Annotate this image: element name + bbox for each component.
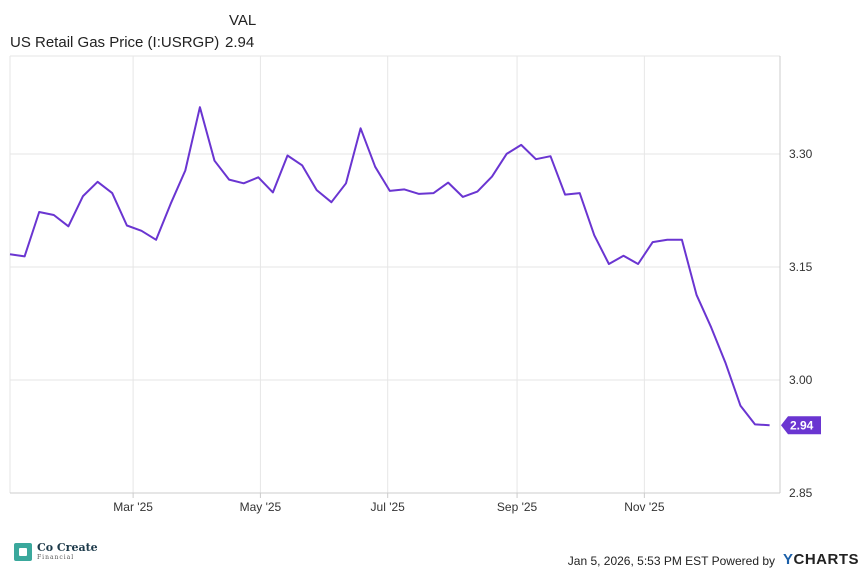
footer-timestamp: Jan 5, 2026, 5:53 PM EST Powered by — [567, 554, 775, 568]
x-tick-label: Mar '25 — [113, 500, 153, 514]
last-value-marker — [781, 416, 821, 435]
chart-labels: 2.85 3.00 3.15 3.30 Mar '25 May '25 Jul '25 Sep… — [113, 147, 821, 514]
series-current-value: 2.94 — [225, 34, 255, 51]
ycharts-brand[interactable]: YCHARTS — [783, 551, 859, 568]
series-name-label: US Retail Gas Price (I:USRGP) — [10, 34, 220, 51]
chart-grid — [10, 56, 780, 493]
cocreate-logo-icon — [14, 542, 32, 561]
y-tick-label: 3.15 — [789, 260, 813, 274]
ycharts-brand-text: CHARTS — [793, 551, 859, 568]
x-tick-label: Jul '25 — [371, 500, 406, 514]
chart-series — [9, 106, 770, 427]
x-tick-label: Nov '25 — [624, 500, 665, 514]
logo-name: Co Create — [37, 541, 98, 554]
y-tick-label: 2.85 — [789, 486, 813, 500]
legend-header: VAL — [229, 12, 257, 29]
x-tick-label: Sep '25 — [497, 500, 538, 514]
series-line — [9, 106, 770, 427]
last-value-label: 2.94 — [790, 419, 814, 433]
y-tick-label: 3.00 — [789, 373, 813, 387]
x-tick-label: May '25 — [240, 500, 282, 514]
y-tick-label: 3.30 — [789, 147, 813, 161]
chart-axes — [9, 55, 781, 498]
cocreate-logo: Co Create Financial — [14, 542, 98, 561]
ycharts-logo-icon: Y — [782, 551, 794, 568]
logo-subtitle: Financial — [37, 554, 75, 561]
